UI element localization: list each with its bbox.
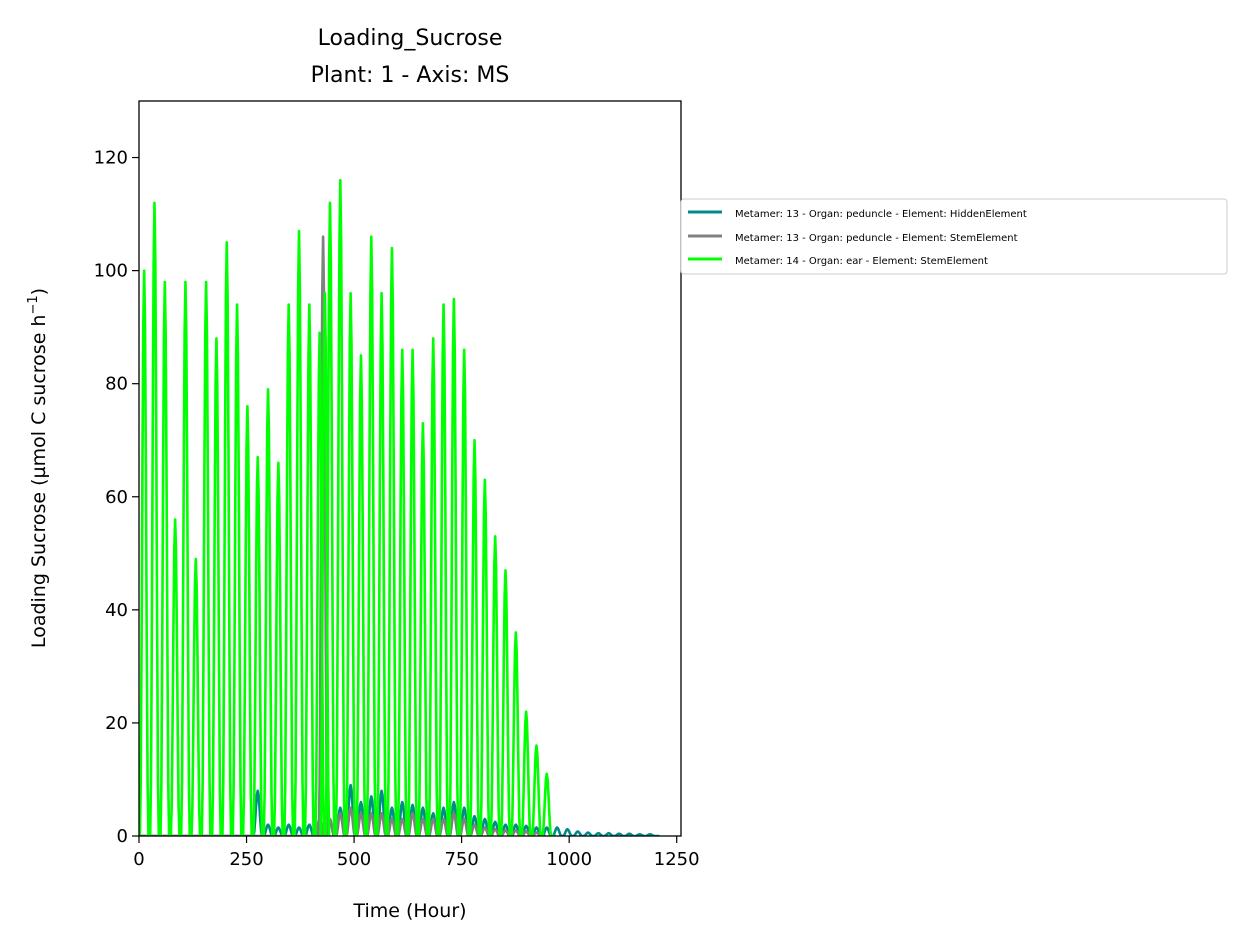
y-tick-label: 120: [94, 148, 128, 169]
x-axis-label: Time (Hour): [352, 900, 466, 922]
x-tick-label: 1250: [654, 849, 700, 870]
y-tick-label: 40: [105, 600, 128, 621]
x-tick-label: 0: [133, 849, 144, 870]
legend-label-hidden-element: Metamer: 13 - Organ: peduncle - Element:…: [735, 209, 1027, 220]
chart-subtitle: Plant: 1 - Axis: MS: [311, 63, 510, 88]
plot-frame: [138, 100, 682, 837]
x-tick-label: 750: [444, 849, 478, 870]
legend-label-stem-element: Metamer: 13 - Organ: peduncle - Element:…: [735, 233, 1018, 244]
y-axis: 0 20 40 60 80 100 120: [94, 148, 139, 847]
y-tick-label: 20: [105, 713, 128, 734]
y-tick-label: 60: [105, 487, 128, 508]
y-axis-label-suffix: ): [28, 288, 50, 295]
series-ear-element: [139, 178, 557, 836]
legend: Metamer: 13 - Organ: peduncle - Element:…: [680, 198, 1228, 275]
x-tick-label: 1000: [546, 849, 592, 870]
series-layer: [139, 178, 660, 836]
y-axis-label: Loading Sucrose (µmol C sucrose h−1): [26, 288, 50, 648]
legend-label-ear-element: Metamer: 14 - Organ: ear - Element: Stem…: [735, 256, 988, 267]
chart-title: Loading_Sucrose: [318, 26, 503, 51]
y-tick-label: 80: [105, 374, 128, 395]
x-tick-label: 500: [337, 849, 371, 870]
y-tick-label: 100: [94, 261, 128, 282]
series-stem-element: [139, 235, 546, 836]
x-axis: 0 250 500 750 1000 1250: [133, 836, 700, 870]
x-tick-label: 250: [229, 849, 263, 870]
legend-frame: [680, 198, 1228, 275]
y-axis-label-exponent: −1: [26, 295, 41, 314]
y-tick-label: 0: [117, 826, 128, 847]
y-axis-label-text: Loading Sucrose (µmol C sucrose h: [28, 315, 50, 649]
